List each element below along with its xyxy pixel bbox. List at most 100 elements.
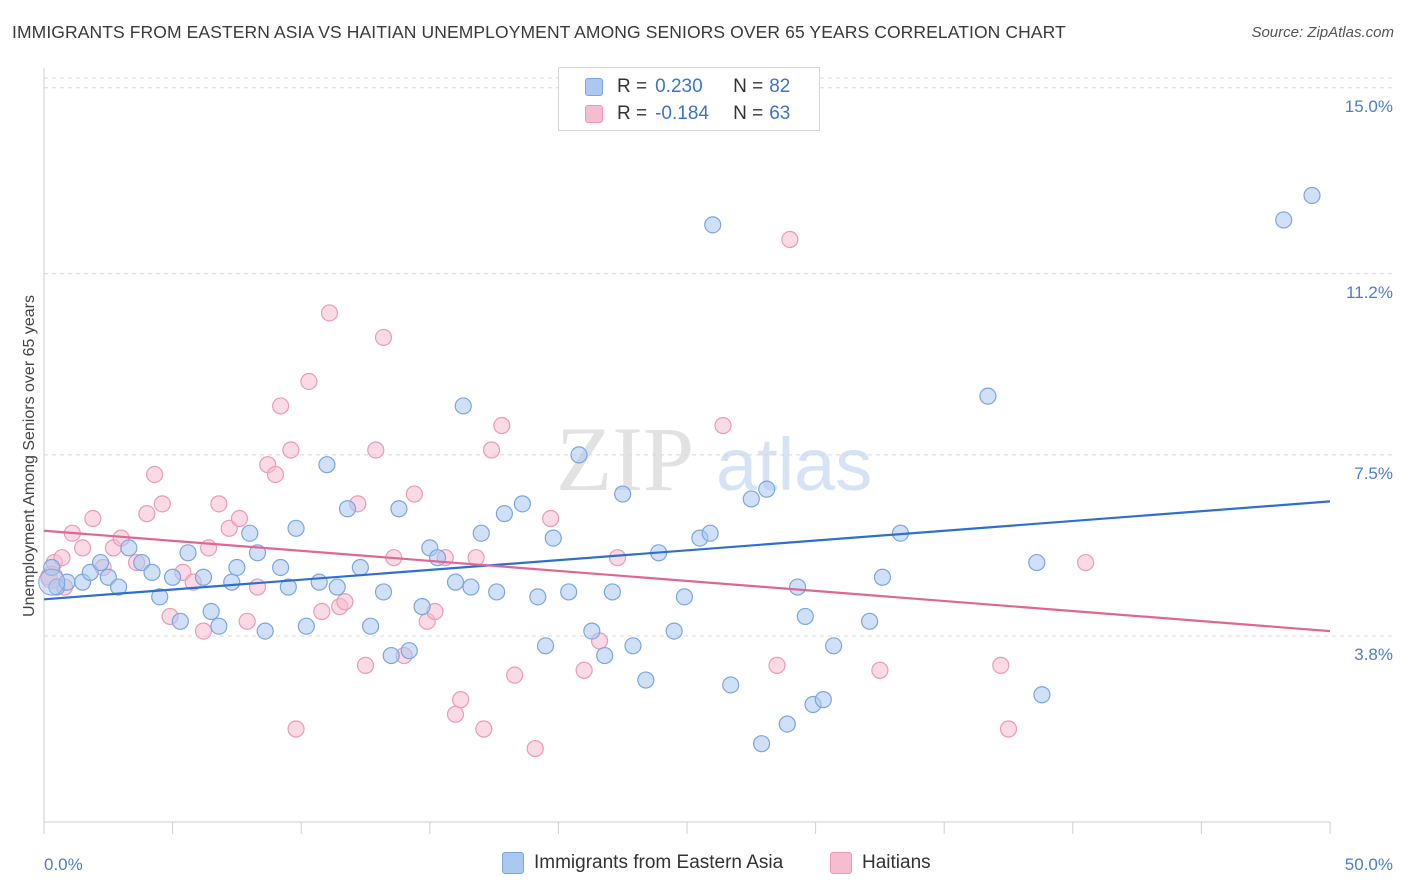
data-point xyxy=(413,598,431,616)
data-point xyxy=(282,441,300,459)
data-point xyxy=(143,563,161,581)
data-point xyxy=(536,637,555,655)
data-point xyxy=(614,485,632,503)
data-point xyxy=(266,465,285,484)
tick-labels: 3.8% 7.5% 11.2% 15.0% 0.0% 50.0% xyxy=(44,97,1393,874)
legend-row-pink: R = -0.184 N = 63 xyxy=(585,102,790,126)
data-point xyxy=(608,549,627,567)
data-point xyxy=(248,578,267,596)
x-tick-label-max: 50.0% xyxy=(1345,855,1393,874)
data-point xyxy=(992,656,1010,674)
data-point xyxy=(825,637,843,655)
data-point xyxy=(570,446,588,464)
correlation-legend: R = 0.230 N = 82 R = -0.184 N = 63 xyxy=(558,67,820,131)
trend-lines xyxy=(43,500,1331,633)
y-tick-label: 3.8% xyxy=(1354,645,1393,664)
data-point xyxy=(338,500,357,518)
data-point xyxy=(367,441,385,459)
data-point xyxy=(318,456,336,474)
data-point xyxy=(506,666,524,684)
data-point xyxy=(374,583,393,601)
legend-n-label: N = xyxy=(733,103,764,124)
y-tick-label: 11.2% xyxy=(1346,283,1393,302)
data-point xyxy=(400,642,418,660)
data-point xyxy=(603,583,622,601)
legend-swatch-blue xyxy=(585,78,603,96)
legend-label-blue: Immigrants from Eastern Asia xyxy=(534,852,784,873)
data-point xyxy=(526,739,544,758)
data-point xyxy=(472,524,490,542)
data-point xyxy=(462,578,480,596)
data-point xyxy=(488,583,506,601)
legend-row-blue: R = 0.230 N = 82 xyxy=(585,75,790,99)
data-point xyxy=(151,588,169,606)
data-point xyxy=(1275,211,1293,229)
y-axis-title: Unemployment Among Seniors over 65 years xyxy=(21,295,38,617)
data-point xyxy=(495,505,513,523)
legend-n-label: N = xyxy=(733,76,764,97)
data-point xyxy=(84,509,102,528)
data-point xyxy=(272,558,290,577)
legend-r-label: R = xyxy=(617,76,648,97)
data-point xyxy=(382,646,400,665)
data-point xyxy=(454,397,472,415)
data-point xyxy=(452,691,470,709)
data-point xyxy=(210,617,228,635)
data-point xyxy=(43,558,61,577)
data-point xyxy=(624,637,642,655)
data-point xyxy=(482,441,501,459)
legend-r-value: -0.184 xyxy=(655,103,709,124)
data-point xyxy=(1033,686,1051,704)
data-point xyxy=(390,500,408,518)
data-point xyxy=(575,661,593,679)
data-point xyxy=(272,397,290,415)
data-point xyxy=(194,622,213,640)
data-point xyxy=(171,612,189,630)
data-point xyxy=(714,416,732,435)
legend-item-haitians: Haitians xyxy=(830,852,931,874)
data-point xyxy=(788,578,807,596)
data-point xyxy=(1303,186,1321,205)
legend-item-immigrants-from-eastern-asia: Immigrants from Eastern Asia xyxy=(502,852,783,874)
data-point xyxy=(241,524,259,542)
data-point xyxy=(752,735,771,753)
data-point xyxy=(1077,553,1095,572)
legend-swatch-blue xyxy=(502,852,524,874)
grid-lines xyxy=(44,77,1392,637)
data-point-cluster xyxy=(38,568,66,596)
data-point xyxy=(362,617,380,635)
legend-label-pink: Haitians xyxy=(862,852,931,873)
data-point xyxy=(704,216,722,234)
data-point xyxy=(109,578,128,596)
data-point xyxy=(194,568,213,586)
data-point xyxy=(287,720,305,738)
data-point xyxy=(999,720,1018,738)
source-label: Source: ZipAtlas.com xyxy=(1251,24,1394,41)
data-point xyxy=(256,622,274,640)
watermark: ZIP atlas xyxy=(556,408,872,510)
data-point xyxy=(328,578,346,596)
data-point xyxy=(665,622,683,640)
data-point xyxy=(202,602,220,621)
data-point xyxy=(758,480,776,498)
data-point xyxy=(179,544,197,562)
data-point xyxy=(153,495,171,513)
data-point xyxy=(722,676,740,694)
data-point xyxy=(351,558,369,577)
data-point xyxy=(544,529,562,547)
data-point xyxy=(313,602,331,621)
data-point xyxy=(814,691,832,709)
data-point xyxy=(513,495,531,513)
data-point xyxy=(138,505,156,523)
chart-title: IMMIGRANTS FROM EASTERN ASIA VS HAITIAN … xyxy=(12,22,1066,42)
legend-r-label: R = xyxy=(617,103,648,124)
data-point xyxy=(310,573,328,591)
data-point xyxy=(428,549,447,567)
data-point xyxy=(637,671,655,689)
data-point xyxy=(596,646,614,665)
data-point xyxy=(529,588,547,606)
data-point xyxy=(542,509,560,528)
data-point xyxy=(560,583,578,601)
data-point xyxy=(287,519,305,537)
